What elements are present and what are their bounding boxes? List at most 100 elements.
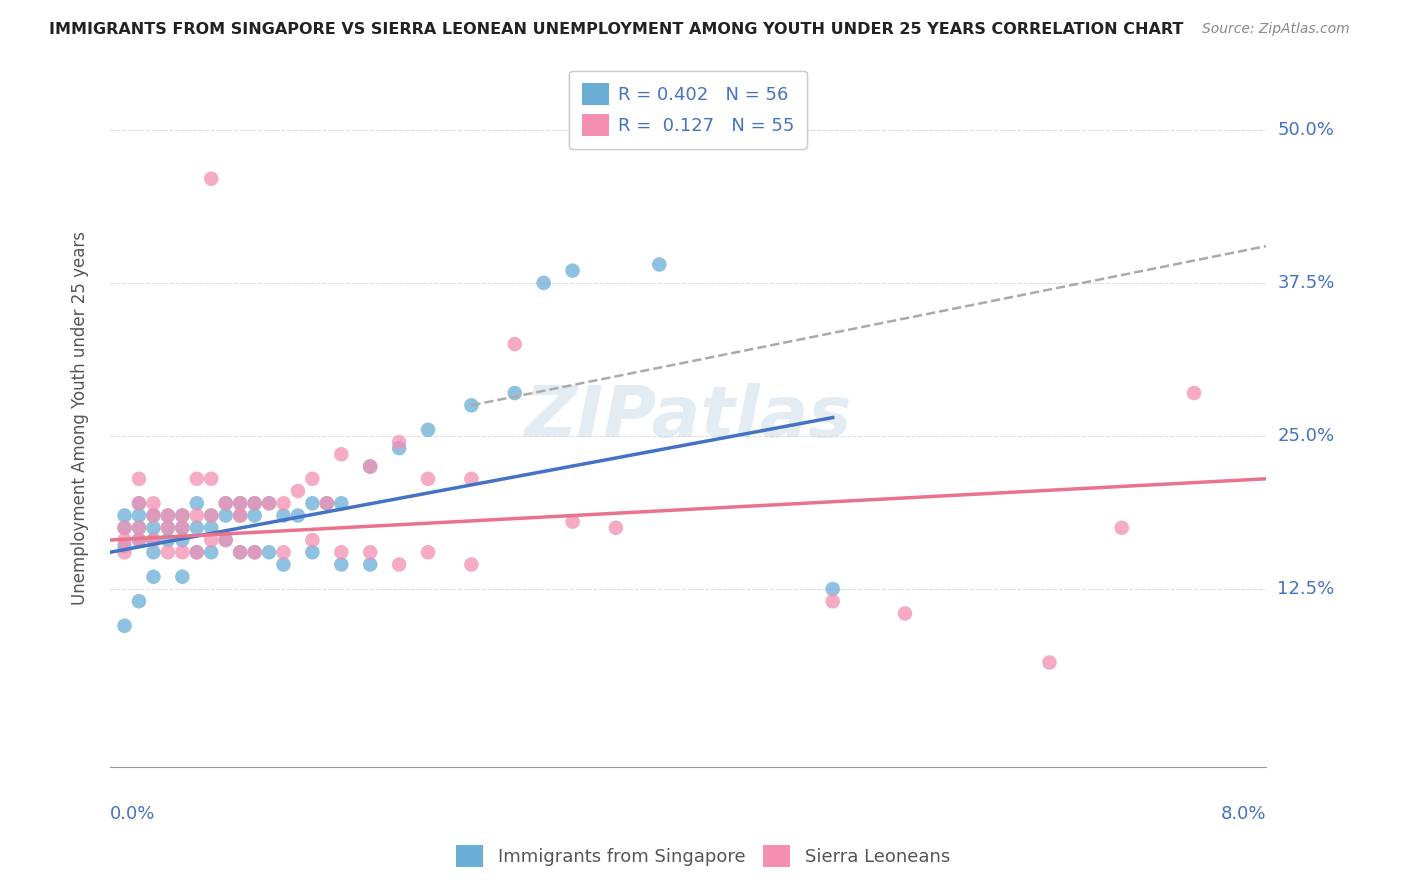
Point	[172, 533, 194, 547]
Point	[128, 594, 150, 608]
Point	[287, 483, 309, 498]
Point	[200, 545, 222, 559]
Point	[330, 496, 353, 510]
Point	[315, 496, 337, 510]
Point	[172, 508, 194, 523]
Point	[648, 257, 671, 271]
Point	[142, 508, 165, 523]
Point	[172, 521, 194, 535]
Point	[156, 545, 179, 559]
Point	[243, 496, 266, 510]
Point	[128, 508, 150, 523]
Point	[215, 496, 238, 510]
Point	[1182, 386, 1205, 401]
Point	[142, 533, 165, 547]
Point	[186, 521, 208, 535]
Legend: Immigrants from Singapore, Sierra Leoneans: Immigrants from Singapore, Sierra Leonea…	[449, 838, 957, 874]
Point	[186, 496, 208, 510]
Point	[128, 521, 150, 535]
Point	[257, 545, 280, 559]
Text: 37.5%: 37.5%	[1278, 274, 1334, 292]
Point	[273, 496, 295, 510]
Point	[388, 558, 411, 572]
Point	[503, 337, 526, 351]
Point	[215, 533, 238, 547]
Text: 8.0%: 8.0%	[1220, 805, 1267, 823]
Point	[605, 521, 627, 535]
Point	[330, 558, 353, 572]
Point	[416, 545, 439, 559]
Point	[273, 508, 295, 523]
Point	[186, 472, 208, 486]
Point	[156, 508, 179, 523]
Point	[114, 545, 136, 559]
Text: 0.0%: 0.0%	[110, 805, 156, 823]
Text: 25.0%: 25.0%	[1278, 427, 1334, 445]
Point	[229, 508, 252, 523]
Point	[114, 539, 136, 553]
Point	[359, 459, 381, 474]
Text: Source: ZipAtlas.com: Source: ZipAtlas.com	[1202, 22, 1350, 37]
Point	[301, 545, 323, 559]
Point	[114, 508, 136, 523]
Point	[330, 545, 353, 559]
Point	[128, 496, 150, 510]
Text: 50.0%: 50.0%	[1278, 120, 1334, 139]
Point	[142, 533, 165, 547]
Point	[200, 508, 222, 523]
Point	[186, 545, 208, 559]
Point	[287, 508, 309, 523]
Point	[416, 423, 439, 437]
Point	[128, 533, 150, 547]
Point	[142, 508, 165, 523]
Point	[460, 472, 482, 486]
Point	[114, 521, 136, 535]
Point	[200, 508, 222, 523]
Point	[186, 508, 208, 523]
Point	[142, 570, 165, 584]
Point	[114, 619, 136, 633]
Text: IMMIGRANTS FROM SINGAPORE VS SIERRA LEONEAN UNEMPLOYMENT AMONG YOUTH UNDER 25 YE: IMMIGRANTS FROM SINGAPORE VS SIERRA LEON…	[49, 22, 1184, 37]
Text: 12.5%: 12.5%	[1278, 580, 1334, 598]
Point	[229, 508, 252, 523]
Point	[1111, 521, 1133, 535]
Point	[359, 459, 381, 474]
Point	[128, 521, 150, 535]
Point	[229, 496, 252, 510]
Point	[243, 545, 266, 559]
Point	[1038, 656, 1060, 670]
Point	[533, 276, 555, 290]
Y-axis label: Unemployment Among Youth under 25 years: Unemployment Among Youth under 25 years	[72, 230, 89, 605]
Point	[330, 447, 353, 461]
Point	[229, 545, 252, 559]
Point	[114, 533, 136, 547]
Point	[200, 533, 222, 547]
Point	[273, 545, 295, 559]
Point	[128, 472, 150, 486]
Point	[142, 521, 165, 535]
Point	[359, 545, 381, 559]
Point	[388, 435, 411, 450]
Point	[172, 521, 194, 535]
Point	[128, 533, 150, 547]
Point	[142, 545, 165, 559]
Point	[200, 171, 222, 186]
Point	[503, 386, 526, 401]
Point	[359, 558, 381, 572]
Point	[200, 472, 222, 486]
Point	[229, 496, 252, 510]
Point	[561, 263, 583, 277]
Point	[257, 496, 280, 510]
Point	[243, 496, 266, 510]
Point	[821, 594, 844, 608]
Point	[156, 521, 179, 535]
Point	[200, 521, 222, 535]
Point	[243, 508, 266, 523]
Point	[561, 515, 583, 529]
Point	[388, 441, 411, 455]
Point	[142, 496, 165, 510]
Point	[215, 496, 238, 510]
Point	[156, 521, 179, 535]
Point	[172, 508, 194, 523]
Point	[416, 472, 439, 486]
